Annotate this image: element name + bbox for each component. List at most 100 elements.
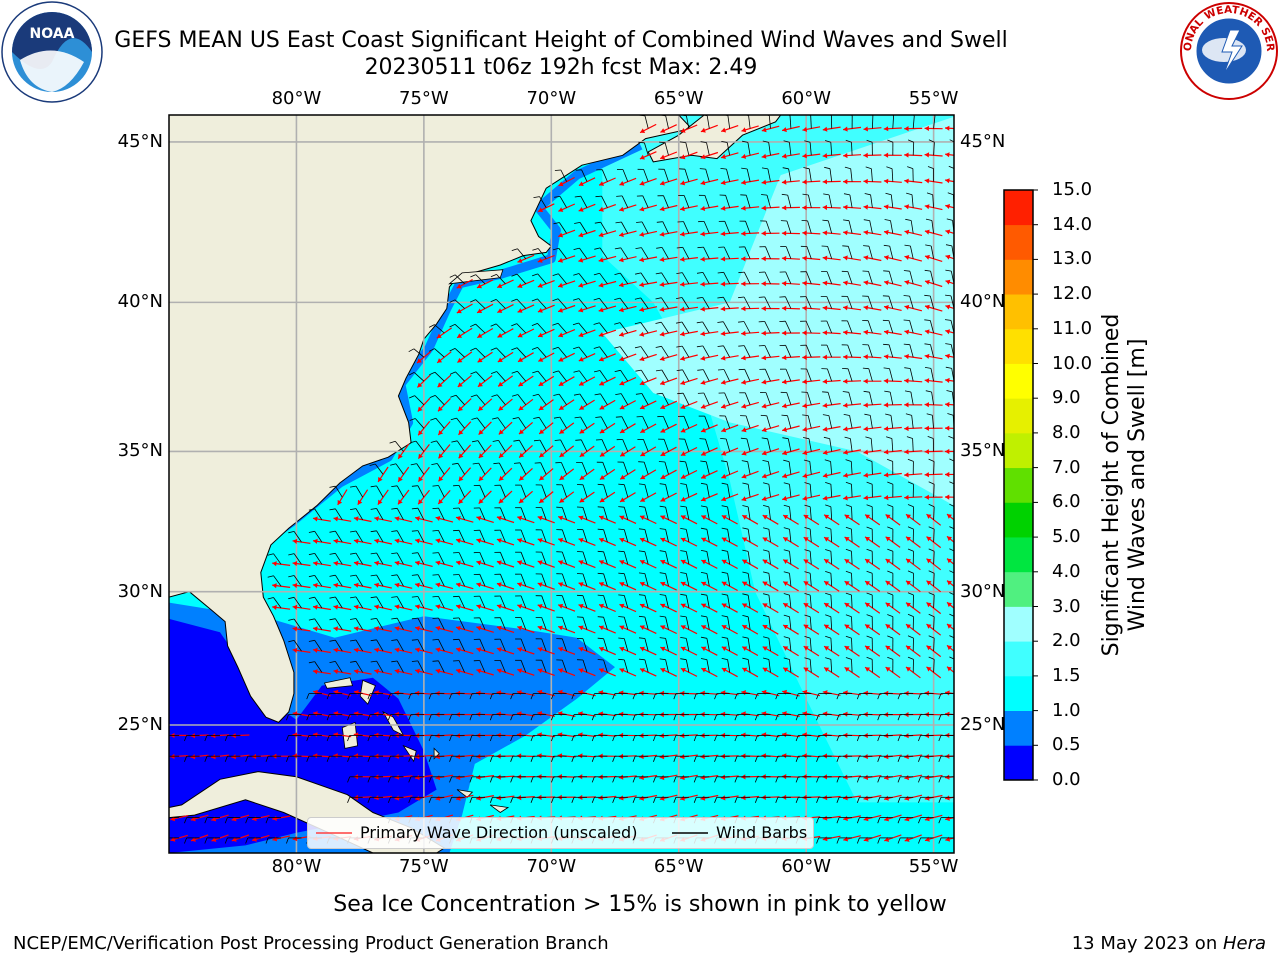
barb-flag — [906, 436, 913, 439]
barb-staff — [665, 484, 669, 498]
wave-arrow-head — [904, 126, 909, 132]
barb-flag — [164, 756, 166, 762]
colorbar-segment — [1004, 606, 1033, 642]
colorbar-tick-label: 3.0 — [1052, 595, 1081, 617]
barb-flag — [653, 776, 656, 783]
wave-arrow-head — [742, 537, 748, 542]
barb-flag — [928, 635, 935, 639]
barb-flag — [856, 714, 860, 721]
barb-flag — [897, 756, 901, 762]
barb-staff — [599, 247, 608, 259]
barb-flag — [635, 247, 642, 249]
barb-flag — [511, 347, 518, 351]
wave-arrow-head — [435, 625, 441, 631]
wave-arrow-head — [538, 381, 544, 386]
barb-flag — [471, 417, 478, 420]
barb-staff — [747, 659, 751, 673]
barb-flag — [742, 140, 748, 143]
barb-staff — [475, 347, 486, 358]
barb-staff — [706, 115, 710, 129]
wave-arrow-head — [619, 356, 625, 362]
wave-arrow-head — [458, 453, 464, 459]
colorbar-segment — [1004, 224, 1033, 260]
barb-flag — [907, 548, 914, 552]
barb-flag — [717, 369, 725, 371]
wave-arrow-head — [701, 474, 707, 479]
wave-arrow-head — [517, 283, 523, 288]
barb-flag — [925, 244, 932, 247]
barb-staff — [417, 530, 425, 543]
barb-staff — [847, 368, 853, 382]
barb-flag — [432, 530, 439, 532]
barb-staff — [561, 507, 567, 520]
wave-arrow-head — [926, 558, 932, 564]
barb-staff — [376, 618, 384, 630]
barb-staff — [704, 415, 710, 429]
barb-flag — [897, 693, 901, 700]
barb-staff — [768, 484, 771, 498]
barb-staff — [768, 115, 771, 129]
wave-arrow-head — [947, 624, 952, 629]
barb-staff — [685, 551, 690, 565]
barb-staff — [744, 369, 751, 382]
wave-arrow-head — [865, 514, 871, 520]
barb-staff — [537, 347, 547, 358]
wave-arrow-head — [333, 604, 339, 610]
barb-flag — [370, 485, 377, 488]
wave-arrow-head — [783, 581, 789, 586]
barb-staff — [743, 296, 751, 309]
wave-arrow-head — [680, 668, 686, 673]
barb-flag — [877, 714, 881, 721]
barb-staff — [520, 638, 527, 652]
barb-flag — [693, 714, 697, 721]
wave-arrow-head — [415, 604, 420, 610]
barb-flag — [836, 797, 840, 803]
barb-staff — [458, 617, 465, 630]
wave-arrow-head — [660, 625, 666, 630]
barb-staff — [396, 508, 404, 520]
barb-staff — [520, 595, 527, 609]
barb-flag — [408, 756, 412, 762]
wave-arrow-head — [762, 646, 768, 651]
barb-staff — [479, 574, 486, 587]
barb-staff — [417, 639, 425, 652]
wave-arrow-head — [822, 472, 828, 478]
barb-flag — [452, 462, 459, 465]
barb-staff — [850, 168, 853, 182]
barb-flag — [449, 776, 452, 783]
wave-arrow-head — [378, 476, 383, 482]
barb-flag — [795, 797, 799, 803]
wave-arrow-head — [721, 646, 727, 652]
wave-arrow-head — [496, 668, 502, 674]
wave-arrow-head — [924, 152, 930, 158]
barb-flag — [825, 614, 832, 618]
wave-arrow-head — [538, 207, 544, 212]
barb-flag — [699, 168, 706, 170]
barb-staff — [789, 529, 792, 543]
barb-flag — [554, 196, 561, 198]
barb-staff — [681, 345, 690, 358]
barb-flag — [408, 776, 412, 783]
barb-staff — [314, 531, 323, 543]
colorbar-label-line1: Significant Height of Combined — [1099, 313, 1124, 657]
barb-flag — [947, 192, 954, 196]
barb-staff — [417, 485, 425, 498]
wave-arrow-head — [418, 430, 423, 436]
barb-staff — [293, 618, 302, 630]
barb-staff — [851, 484, 853, 498]
barb-staff — [929, 320, 934, 334]
barb-staff — [539, 439, 547, 452]
wave-arrow-head — [720, 180, 726, 186]
chart-subtitle: 20230511 t06z 192h fcst Max: 2.49 — [364, 55, 758, 80]
barb-flag — [918, 735, 921, 742]
wave-arrow-head — [477, 357, 483, 363]
barb-flag — [597, 594, 604, 596]
barb-flag — [574, 416, 581, 419]
barb-flag — [775, 714, 779, 721]
barb-staff — [599, 298, 608, 309]
barb-flag — [887, 548, 894, 552]
barb-staff — [579, 247, 588, 259]
wave-arrow-head — [945, 425, 950, 431]
wave-arrow-head — [865, 581, 871, 586]
barb-flag — [164, 838, 166, 844]
